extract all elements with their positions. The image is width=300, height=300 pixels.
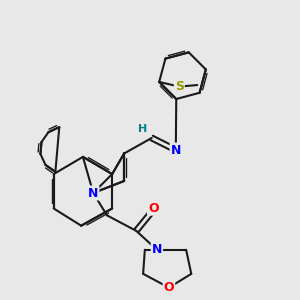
Text: N: N — [152, 243, 162, 256]
Text: S: S — [175, 80, 184, 93]
Text: N: N — [171, 143, 181, 157]
Text: H: H — [138, 124, 147, 134]
Text: N: N — [88, 187, 98, 200]
Text: O: O — [164, 281, 174, 294]
Text: O: O — [148, 202, 159, 215]
